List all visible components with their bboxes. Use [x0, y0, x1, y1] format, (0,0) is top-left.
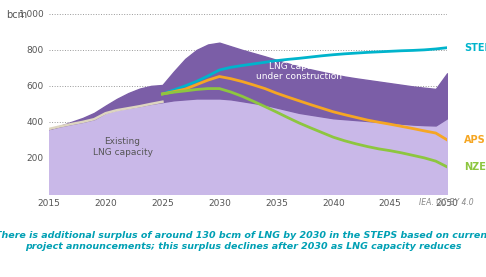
- Text: Existing
LNG capacity: Existing LNG capacity: [93, 137, 153, 157]
- Text: NZE: NZE: [464, 162, 486, 172]
- Text: LNG capacity
under construction: LNG capacity under construction: [256, 62, 342, 81]
- Text: IEA. CC BY 4.0: IEA. CC BY 4.0: [419, 198, 474, 207]
- Text: There is additional surplus of around 130 bcm of LNG by 2030 in the STEPS based : There is additional surplus of around 13…: [0, 231, 486, 251]
- Y-axis label: bcm: bcm: [6, 10, 27, 20]
- Text: STEPS: STEPS: [464, 43, 486, 53]
- Text: APS: APS: [464, 135, 486, 145]
